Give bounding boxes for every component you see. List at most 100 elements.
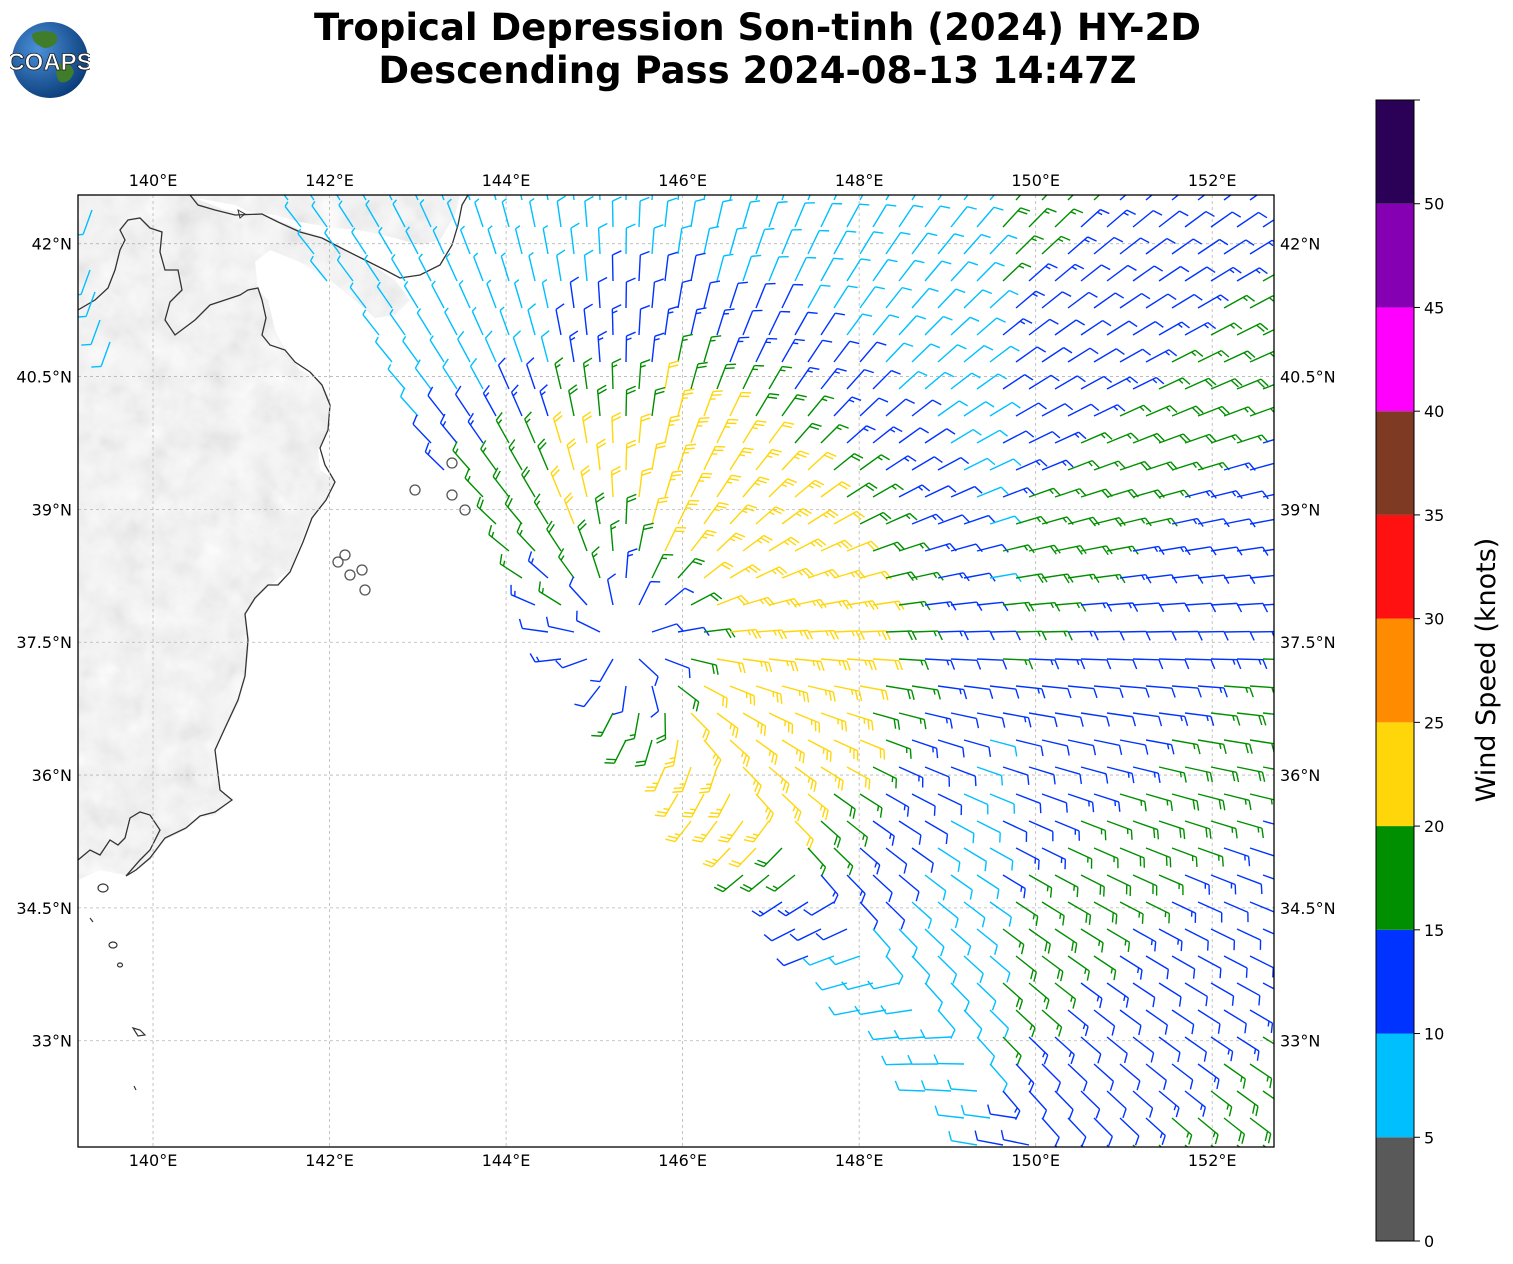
wind-barb — [1106, 982, 1129, 1008]
calm-wind-marker — [459, 504, 471, 516]
wind-barb — [1054, 208, 1084, 228]
wind-barb — [474, 198, 484, 228]
wind-barb — [540, 330, 550, 363]
wind-barb — [1249, 406, 1274, 417]
wind-barb — [513, 279, 523, 309]
wind-barb — [1197, 685, 1228, 698]
wind-barb — [429, 335, 445, 363]
wind-barb — [480, 440, 497, 471]
wind-barb — [911, 793, 936, 816]
wind-barb — [1197, 1063, 1220, 1090]
wind-barb — [1106, 1036, 1128, 1064]
title-line-1: Tropical Depression Son-tinh (2024) HY-2… — [314, 6, 1201, 49]
calm-wind-marker — [446, 489, 458, 501]
wind-barb — [1106, 264, 1137, 282]
wind-barb — [651, 496, 669, 525]
wind-barb — [91, 341, 111, 368]
wind-barb — [716, 253, 734, 282]
wind-barb — [1015, 793, 1042, 814]
wind-barb — [963, 344, 994, 363]
lat-tick-label: 36°N — [32, 766, 72, 785]
wind-barb — [568, 576, 588, 606]
wind-barb — [820, 820, 842, 848]
colorbar-bin — [1376, 1033, 1414, 1138]
wind-barb — [1132, 874, 1158, 896]
wind-barb — [872, 426, 903, 444]
wind-barb — [833, 510, 866, 525]
wind-barb — [872, 820, 895, 846]
wind-barb — [742, 309, 763, 336]
wind-barb — [529, 653, 562, 663]
wind-barb — [976, 543, 1009, 553]
wind-barb — [1054, 319, 1086, 336]
wind-barb — [1158, 928, 1183, 952]
wind-barb — [1002, 928, 1025, 955]
wind-barb — [672, 766, 692, 793]
wind-barb — [794, 202, 815, 228]
wind-barb — [1041, 955, 1064, 982]
wind-barb — [1041, 793, 1068, 813]
wind-barb — [755, 793, 774, 823]
wind-barb — [1249, 1117, 1272, 1144]
calm-wind-marker — [446, 457, 458, 469]
wind-barb — [1197, 739, 1227, 755]
wind-barb — [625, 385, 636, 417]
wind-barb — [729, 391, 752, 417]
wind-barb — [473, 252, 484, 282]
wind-barb — [546, 520, 562, 552]
wind-barb — [1054, 874, 1079, 898]
wind-barb — [1119, 1009, 1142, 1036]
wind-barb — [654, 793, 679, 818]
wind-barb — [859, 793, 883, 818]
wind-barb — [469, 357, 484, 390]
lat-tick-label: 34.5°N — [1280, 899, 1336, 918]
wind-barb — [1158, 820, 1186, 840]
wind-barb — [976, 928, 998, 955]
wind-barb — [1093, 404, 1126, 417]
wind-barb — [1106, 820, 1133, 840]
wind-barb — [583, 249, 594, 282]
wind-barb — [1119, 348, 1151, 363]
wind-barb — [846, 313, 873, 336]
wind-barb — [1028, 207, 1057, 228]
wind-barb — [590, 658, 614, 683]
wind-barb — [950, 261, 979, 282]
wind-barb — [1002, 318, 1033, 336]
wind-barb — [933, 1054, 965, 1065]
wind-barb — [1184, 489, 1217, 499]
calm-wind-marker — [332, 556, 344, 568]
wind-barb — [846, 368, 874, 390]
wind-barb — [911, 739, 939, 759]
wind-barb — [934, 1105, 965, 1119]
wind-barb — [807, 229, 830, 255]
wind-barb — [833, 793, 856, 819]
wind-barb — [651, 553, 674, 579]
wind-barb — [1197, 574, 1230, 585]
wind-barb — [446, 198, 458, 228]
wind-barb — [1145, 630, 1177, 641]
wind-barb — [781, 450, 810, 471]
wind-barb — [349, 282, 367, 309]
wind-barb — [656, 712, 667, 744]
wind-barb — [1184, 377, 1217, 390]
wind-barb — [1028, 820, 1054, 842]
wind-barb — [716, 712, 739, 739]
wind-barb — [987, 1104, 1017, 1119]
wind-barb — [677, 388, 695, 417]
wind-barb — [467, 412, 484, 444]
wind-barb — [768, 201, 788, 228]
wind-barb — [1197, 1009, 1221, 1034]
wind-barb — [1184, 266, 1216, 282]
wind-barb — [78, 291, 96, 318]
wind-barb — [1158, 874, 1184, 896]
wind-barb — [898, 204, 924, 228]
wind-barb — [867, 980, 900, 990]
wind-barb — [1171, 739, 1201, 755]
wind-barb — [937, 793, 963, 816]
wind-barb — [1223, 1009, 1247, 1034]
wind-barb — [1184, 874, 1211, 895]
wind-barb — [418, 253, 432, 282]
calm-wind-marker — [339, 549, 351, 561]
wind-barb — [1210, 766, 1240, 783]
wind-barb — [484, 330, 497, 363]
